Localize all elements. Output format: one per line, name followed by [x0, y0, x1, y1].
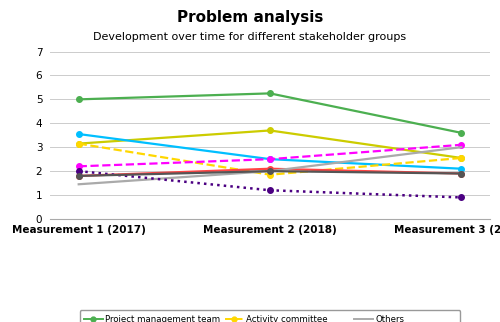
Line: Total: Total [76, 168, 464, 179]
Top management [267, 157, 273, 161]
Sub project participants [458, 143, 464, 147]
Reference persons [458, 195, 464, 199]
Legend: Project management team, Steering Committee, Top management, Activity committee,: Project management team, Steering Commit… [80, 310, 460, 322]
Reference persons [267, 188, 273, 192]
Top management [458, 167, 464, 171]
Total [458, 172, 464, 175]
Project management team [458, 131, 464, 135]
Text: Problem analysis: Problem analysis [177, 10, 323, 25]
Total [76, 174, 82, 178]
Line: Reference persons: Reference persons [76, 168, 464, 200]
Reference persons [76, 169, 82, 173]
Activity committee [458, 156, 464, 160]
Line: Activity committee: Activity committee [76, 141, 464, 177]
Others [267, 169, 273, 173]
Others [458, 145, 464, 149]
Text: Development over time for different stakeholder groups: Development over time for different stak… [94, 32, 406, 42]
Future users [267, 167, 273, 171]
Line: Steering Committee: Steering Committee [76, 128, 464, 161]
Total [267, 169, 273, 173]
Line: Top management: Top management [76, 131, 464, 172]
Line: Sub project participants: Sub project participants [76, 142, 464, 169]
Activity committee [76, 142, 82, 146]
Others [76, 182, 82, 186]
Sub project participants [76, 165, 82, 168]
Project management team [267, 91, 273, 95]
Text: Measurement 2 (2018): Measurement 2 (2018) [203, 225, 337, 235]
Line: Future users: Future users [76, 166, 464, 179]
Text: Measurement 1 (2017): Measurement 1 (2017) [12, 225, 145, 235]
Sub project participants [267, 157, 273, 161]
Steering Committee [458, 156, 464, 160]
Project management team [76, 98, 82, 101]
Line: Others: Others [78, 147, 462, 184]
Steering Committee [76, 142, 82, 146]
Text: Measurement 3 (2019): Measurement 3 (2019) [394, 225, 500, 235]
Steering Committee [267, 128, 273, 132]
Activity committee [267, 173, 273, 177]
Future users [76, 174, 82, 178]
Top management [76, 132, 82, 136]
Future users [458, 172, 464, 175]
Line: Project management team: Project management team [76, 90, 464, 136]
